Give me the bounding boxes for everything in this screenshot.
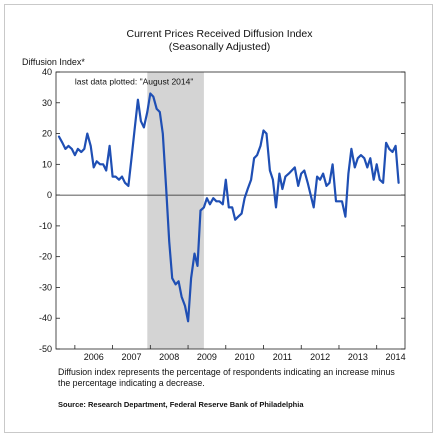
y-tick-label: 20 [42,129,52,139]
source-note: Source: Research Department, Federal Res… [58,400,304,409]
x-tick-label: 2011 [273,352,292,362]
x-tick-label: 2009 [197,352,217,362]
y-tick-label: 40 [42,67,52,77]
y-axis-label: Diffusion Index* [22,57,85,67]
y-tick-label: -40 [39,313,52,323]
footnote: Diffusion index represents the percentag… [58,367,395,388]
x-tick-label: 2008 [159,352,179,362]
y-tick-label: -50 [39,344,52,354]
series-line [57,92,400,323]
chart-subtitle: (Seasonally Adjusted) [168,41,271,53]
y-tick-label: -20 [39,252,52,262]
chart-title: Current Prices Received Diffusion Index [126,28,313,40]
shaded-region [147,72,204,349]
y-tick-label: 30 [42,98,52,108]
chart-frame [4,4,433,433]
y-tick-label: -10 [39,221,52,231]
x-tick-label: 2013 [348,352,368,362]
y-tick-label: 0 [47,190,52,200]
chart-annotation: last data plotted: "August 2014" [75,76,194,86]
x-tick-label: 2012 [310,352,330,362]
plot-area-border [55,71,406,350]
y-tick-label: -30 [39,282,52,292]
x-tick-label: 2007 [121,352,141,362]
x-tick-label: 2014 [386,352,406,362]
y-tick-label: 10 [42,159,52,169]
x-tick-label: 2010 [235,352,255,362]
x-tick-label: 2006 [84,352,104,362]
